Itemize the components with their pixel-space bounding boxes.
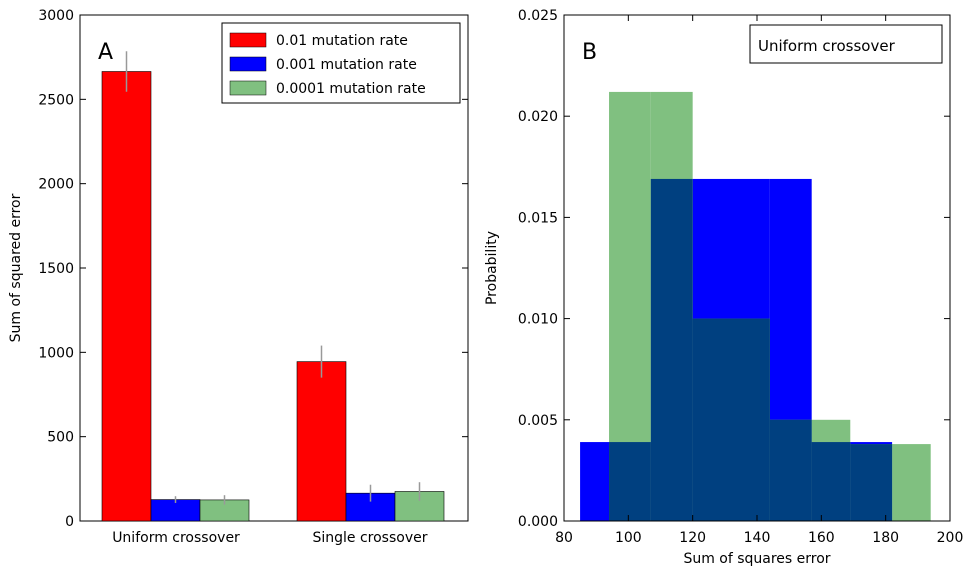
- panel-b-histogram-overlap: [650, 178, 693, 521]
- panel-b-x-tick-label: 80: [555, 530, 573, 546]
- panel-a-legend-entry: 0.0001 mutation rate: [276, 81, 426, 97]
- panel-b-x-tick-label: 160: [808, 530, 835, 546]
- panel-b-y-tick-label: 0.015: [518, 210, 558, 226]
- panel-b-x-tick-label: 140: [744, 530, 771, 546]
- panel-a-y-tick-label: 2500: [38, 92, 74, 108]
- panel-a-legend: 0.01 mutation rate 0.001 mutation rate 0.0…: [221, 22, 461, 104]
- panel-b-x-tick-label: 120: [679, 530, 706, 546]
- panel-b-legend: Uniform crossover: [749, 24, 943, 64]
- panel-b-y-axis-label: Probability: [484, 231, 500, 305]
- panel-b-y-tick-label: 0.020: [518, 109, 558, 125]
- panel-a-bar: [101, 71, 152, 522]
- panel-a-y-tick-label: 1500: [38, 261, 74, 277]
- panel-b-histogram-overlap: [692, 318, 770, 521]
- panel-b-histogram-overlap: [609, 442, 651, 521]
- panel-b-x-axis-label: Sum of squares error: [683, 551, 830, 567]
- panel-b-axes-frame: [563, 14, 951, 522]
- panel-a-x-tick-label: Single crossover: [312, 530, 427, 546]
- panel-b-y-tick-label: 0.005: [518, 413, 558, 429]
- panel-a-x-tick-label: Uniform crossover: [112, 530, 240, 546]
- panel-b-histogram-bar: [892, 444, 931, 521]
- panel-b-histogram-overlap: [811, 442, 851, 521]
- panel-a-legend-swatch: [229, 32, 267, 48]
- panel-b-histogram-overlap: [850, 444, 893, 521]
- panel-a-y-tick-label: 1000: [38, 345, 74, 361]
- panel-b: B Probability Sum of squares error 0.000…: [484, 8, 963, 567]
- panel-a-y-axis-label: Sum of squared error: [8, 193, 24, 342]
- panel-a-y-tick-label: 3000: [38, 8, 74, 24]
- panel-a-legend-entry: 0.01 mutation rate: [276, 33, 408, 49]
- panel-b-label: B: [582, 40, 597, 65]
- panel-a-y-tick-label: 2000: [38, 177, 74, 193]
- panel-b-x-tick-label: 100: [615, 530, 642, 546]
- panel-b-y-tick-label: 0.025: [518, 8, 558, 24]
- panel-a-legend-swatch: [229, 80, 267, 96]
- panel-a-legend-entry: 0.001 mutation rate: [276, 57, 417, 73]
- panel-b-legend-box: [749, 24, 943, 64]
- panel-a-bar: [296, 361, 347, 522]
- panel-b-y-tick-label: 0.000: [518, 514, 558, 530]
- panel-b-histogram-overlap: [769, 419, 812, 521]
- panel-a-legend-swatch: [229, 56, 267, 72]
- panel-b-legend-title: Uniform crossover: [758, 37, 896, 55]
- panel-a-y-tick-label: 500: [47, 430, 74, 446]
- panel-a-y-tick-label: 0: [65, 514, 74, 530]
- panel-a-label: A: [98, 40, 113, 65]
- panel-b-histogram-bar: [580, 442, 610, 521]
- panel-b-x-tick-label: 180: [872, 530, 899, 546]
- panel-b-x-tick-label: 200: [937, 530, 964, 546]
- panel-a: A Sum of squared error 0.01 mutation rat…: [8, 8, 469, 546]
- panel-b-y-tick-label: 0.010: [518, 312, 558, 328]
